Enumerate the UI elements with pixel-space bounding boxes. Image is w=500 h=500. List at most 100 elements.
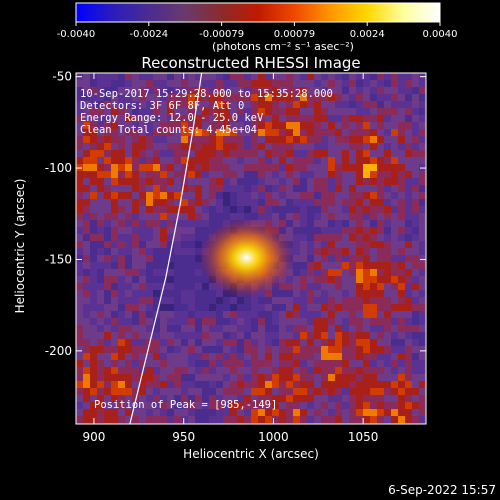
heatmap-cell xyxy=(104,136,111,143)
heatmap-cell xyxy=(251,304,258,311)
heatmap-cell xyxy=(363,213,370,220)
heatmap-cell xyxy=(202,416,209,423)
heatmap-cell xyxy=(419,108,426,115)
heatmap-cell xyxy=(293,374,300,381)
heatmap-cell xyxy=(188,269,195,276)
heatmap-cell xyxy=(244,332,251,339)
heatmap-cell xyxy=(188,283,195,290)
heatmap-cell xyxy=(258,87,265,94)
heatmap-cell xyxy=(370,192,377,199)
heatmap-cell xyxy=(160,213,167,220)
heatmap-cell xyxy=(230,346,237,353)
heatmap-cell xyxy=(328,332,335,339)
heatmap-cell xyxy=(97,290,104,297)
heatmap-cell xyxy=(258,318,265,325)
heatmap-cell xyxy=(125,80,132,87)
heatmap-cell xyxy=(181,416,188,423)
heatmap-cell xyxy=(125,402,132,409)
heatmap-cell xyxy=(328,73,335,80)
heatmap-cell xyxy=(279,108,286,115)
heatmap-cell xyxy=(335,227,342,234)
heatmap-cell xyxy=(174,80,181,87)
heatmap-cell xyxy=(251,178,258,185)
heatmap-cell xyxy=(167,234,174,241)
heatmap-cell xyxy=(174,388,181,395)
heatmap-cell xyxy=(153,304,160,311)
heatmap-cell xyxy=(384,367,391,374)
heatmap-cell xyxy=(97,353,104,360)
heatmap-cell xyxy=(384,73,391,80)
heatmap-cell xyxy=(76,332,83,339)
heatmap-cell xyxy=(83,290,90,297)
heatmap-cell xyxy=(356,262,363,269)
heatmap-cell xyxy=(83,143,90,150)
heatmap-cell xyxy=(244,402,251,409)
heatmap-cell xyxy=(391,164,398,171)
heatmap-cell xyxy=(146,255,153,262)
heatmap-cell xyxy=(335,402,342,409)
heatmap-cell xyxy=(356,311,363,318)
heatmap-cell xyxy=(342,409,349,416)
heatmap-cell xyxy=(90,241,97,248)
heatmap-cell xyxy=(363,227,370,234)
heatmap-cell xyxy=(104,73,111,80)
heatmap-cell xyxy=(377,304,384,311)
heatmap-cell xyxy=(279,325,286,332)
heatmap-cell xyxy=(160,199,167,206)
heatmap-cell xyxy=(251,374,258,381)
heatmap-cell xyxy=(314,283,321,290)
heatmap-cell xyxy=(314,129,321,136)
heatmap-cell xyxy=(349,367,356,374)
heatmap-cell xyxy=(160,122,167,129)
heatmap-cell xyxy=(356,276,363,283)
heatmap-cell xyxy=(314,311,321,318)
heatmap-cell xyxy=(279,80,286,87)
heatmap-cell xyxy=(370,234,377,241)
heatmap-cell xyxy=(384,87,391,94)
heatmap-cell xyxy=(153,269,160,276)
heatmap-cell xyxy=(419,248,426,255)
heatmap-cell xyxy=(195,80,202,87)
heatmap-cell xyxy=(230,136,237,143)
heatmap-cell xyxy=(167,388,174,395)
heatmap-cell xyxy=(202,318,209,325)
heatmap-cell xyxy=(174,395,181,402)
heatmap-cell xyxy=(83,101,90,108)
colorbar-tick-label: 0.00079 xyxy=(274,29,315,40)
heatmap-cell xyxy=(356,241,363,248)
heatmap-cell xyxy=(328,206,335,213)
heatmap-cell xyxy=(307,360,314,367)
heatmap-cell xyxy=(174,290,181,297)
heatmap-cell xyxy=(272,185,279,192)
heatmap-cell xyxy=(83,325,90,332)
heatmap-cell xyxy=(139,388,146,395)
heatmap-cell xyxy=(118,304,125,311)
heatmap-cell xyxy=(279,227,286,234)
heatmap-cell xyxy=(118,346,125,353)
heatmap-cell xyxy=(307,367,314,374)
heatmap-cell xyxy=(251,416,258,423)
heatmap-cell xyxy=(160,234,167,241)
heatmap-cell xyxy=(398,388,405,395)
heatmap-cell xyxy=(356,269,363,276)
heatmap-cell xyxy=(300,346,307,353)
heatmap-cell xyxy=(356,185,363,192)
heatmap-cell xyxy=(181,381,188,388)
heatmap-cell xyxy=(412,108,419,115)
heatmap-cell xyxy=(419,290,426,297)
heatmap-cell xyxy=(391,234,398,241)
heatmap-cell xyxy=(335,185,342,192)
heatmap-cell xyxy=(83,234,90,241)
heatmap-cell xyxy=(398,395,405,402)
heatmap-cell xyxy=(293,416,300,423)
heatmap-cell xyxy=(321,143,328,150)
heatmap-cell xyxy=(356,367,363,374)
heatmap-cell xyxy=(83,311,90,318)
heatmap-cell xyxy=(139,255,146,262)
heatmap-cell xyxy=(90,332,97,339)
heatmap-cell xyxy=(279,87,286,94)
heatmap-cell xyxy=(342,199,349,206)
heatmap-cell xyxy=(286,234,293,241)
heatmap-cell xyxy=(349,255,356,262)
heatmap-cell xyxy=(328,171,335,178)
